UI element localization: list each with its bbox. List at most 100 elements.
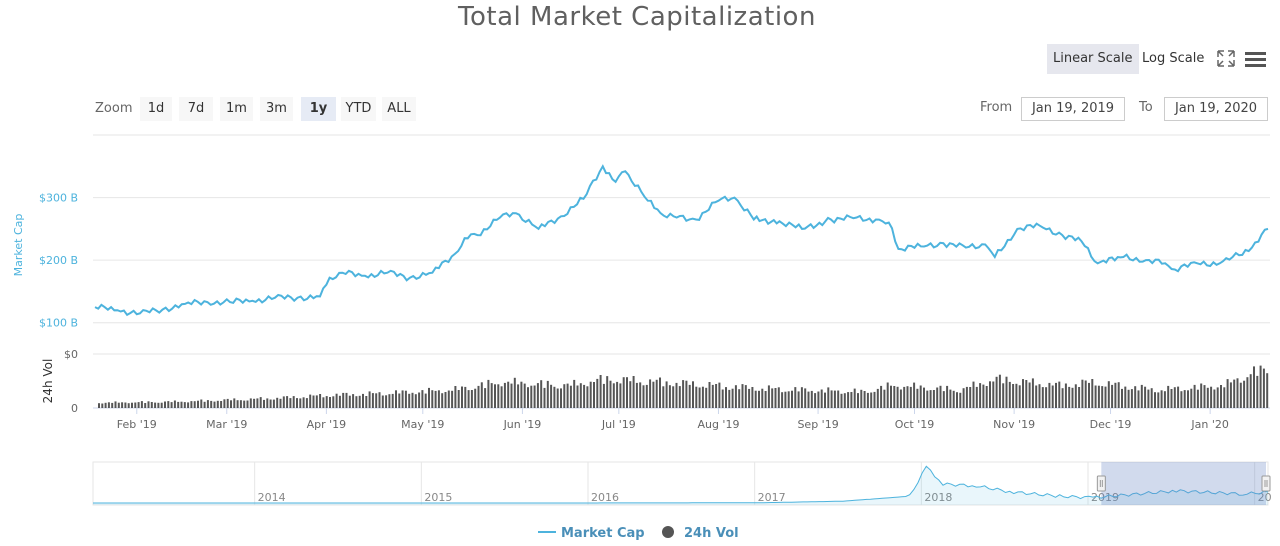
volume-bar bbox=[797, 391, 800, 408]
x-tick-label: Sep '19 bbox=[797, 418, 838, 431]
volume-bar bbox=[725, 387, 727, 408]
volume-bar bbox=[451, 390, 454, 408]
volume-bar bbox=[213, 401, 216, 408]
volume-bar bbox=[398, 393, 401, 408]
volume-bar bbox=[721, 389, 724, 408]
volume-bar bbox=[421, 390, 424, 408]
volume-bar bbox=[243, 400, 246, 408]
volume-bar bbox=[487, 379, 490, 408]
hamburger-menu-icon[interactable] bbox=[1245, 52, 1266, 67]
legend-item-market-cap[interactable]: Market Cap bbox=[538, 526, 645, 541]
volume-bar bbox=[1190, 388, 1193, 408]
volume-bar bbox=[1031, 378, 1034, 408]
volume-bar bbox=[1170, 389, 1173, 408]
zoom-button-1m[interactable]: 1m bbox=[220, 97, 253, 121]
navigator-year-label: 2014 bbox=[258, 491, 286, 504]
navigator-right-handle[interactable] bbox=[1261, 475, 1271, 492]
volume-bar bbox=[870, 392, 873, 408]
zoom-button-3m[interactable]: 3m bbox=[260, 97, 293, 121]
navigator-left-handle[interactable] bbox=[1096, 475, 1106, 492]
volume-bar bbox=[764, 391, 767, 408]
volume-bar bbox=[177, 401, 180, 408]
volume-bar bbox=[952, 390, 955, 408]
volume-bar bbox=[820, 389, 823, 408]
legend-item-24h-vol[interactable]: 24h Vol bbox=[662, 526, 739, 541]
volume-bar bbox=[540, 380, 543, 408]
volume-bar bbox=[437, 390, 440, 408]
volume-bar bbox=[137, 402, 140, 408]
volume-bar bbox=[817, 391, 820, 408]
volume-bar bbox=[507, 381, 510, 408]
volume-bar bbox=[513, 377, 516, 408]
volume-bar bbox=[150, 402, 153, 408]
volume-bar bbox=[464, 386, 467, 408]
volume-bar bbox=[1220, 385, 1222, 408]
x-tick-label: May '19 bbox=[401, 418, 444, 431]
volume-bar bbox=[794, 387, 797, 408]
zoom-button-1y[interactable]: 1y bbox=[301, 97, 336, 121]
volume-bar bbox=[678, 386, 681, 408]
navigator-line bbox=[93, 465, 1269, 504]
volume-bar bbox=[325, 396, 328, 408]
linear-scale-button[interactable]: Linear Scale bbox=[1047, 44, 1139, 74]
volume-bar bbox=[668, 385, 671, 408]
volume-bar bbox=[500, 386, 503, 408]
volume-bar bbox=[190, 401, 193, 408]
volume-bar bbox=[632, 376, 635, 408]
volume-bar bbox=[282, 396, 285, 408]
volume-bar bbox=[1022, 379, 1024, 408]
volume-bar bbox=[616, 381, 619, 408]
volume-y-tick-top: $0 bbox=[64, 348, 78, 361]
volume-bar bbox=[1193, 384, 1196, 408]
chart-title: Total Market Capitalization bbox=[458, 2, 816, 32]
volume-bar bbox=[979, 383, 982, 408]
menu-bar bbox=[1245, 64, 1266, 67]
volume-bar bbox=[807, 391, 810, 408]
volume-bar bbox=[1084, 380, 1087, 408]
fullscreen-corner bbox=[1217, 50, 1224, 57]
volume-bar bbox=[1253, 366, 1255, 408]
volume-bar bbox=[890, 385, 892, 408]
handle-body bbox=[1261, 475, 1271, 492]
market-cap-line[interactable] bbox=[94, 164, 1269, 317]
volume-bar bbox=[1035, 385, 1038, 408]
volume-bar bbox=[1206, 387, 1209, 408]
volume-bar bbox=[583, 384, 586, 408]
from-date-input[interactable]: Jan 19, 2019 bbox=[1021, 97, 1125, 121]
volume-bar bbox=[866, 392, 869, 408]
volume-bar bbox=[378, 392, 381, 408]
volume-bar bbox=[553, 386, 556, 408]
x-tick-label: Apr '19 bbox=[307, 418, 347, 431]
volume-bar bbox=[381, 395, 384, 408]
zoom-button-all[interactable]: ALL bbox=[382, 97, 416, 121]
volume-bar bbox=[619, 383, 622, 408]
volume-bar bbox=[312, 395, 315, 408]
volume-bar bbox=[800, 387, 803, 408]
volume-bar bbox=[589, 381, 592, 408]
volume-bar bbox=[850, 392, 853, 408]
navigator-year-label: 2017 bbox=[758, 491, 786, 504]
zoom-button-ytd[interactable]: YTD bbox=[341, 97, 376, 121]
volume-bar bbox=[223, 399, 226, 408]
volume-bar bbox=[1246, 377, 1249, 408]
log-scale-button[interactable]: Log Scale bbox=[1142, 51, 1205, 66]
volume-bar bbox=[771, 388, 774, 408]
volume-bar bbox=[919, 385, 922, 408]
zoom-button-7d[interactable]: 7d bbox=[179, 97, 213, 121]
zoom-button-1d[interactable]: 1d bbox=[140, 97, 172, 121]
volume-bar bbox=[1223, 387, 1226, 408]
volume-bar bbox=[784, 391, 787, 408]
fullscreen-icon[interactable] bbox=[1217, 50, 1235, 67]
volume-bar bbox=[193, 401, 196, 408]
volume-bar bbox=[833, 390, 836, 408]
volume-bar bbox=[1243, 380, 1246, 408]
volume-bar bbox=[127, 403, 130, 408]
navigator-selected-range[interactable] bbox=[1101, 462, 1266, 505]
volume-bar bbox=[470, 390, 473, 408]
volume-bar bbox=[876, 388, 879, 408]
volume-bar bbox=[305, 398, 308, 408]
volume-bar bbox=[355, 396, 358, 408]
volume-bar bbox=[711, 384, 714, 408]
to-date-input[interactable]: Jan 19, 2020 bbox=[1164, 97, 1268, 121]
volume-bar bbox=[352, 394, 355, 408]
